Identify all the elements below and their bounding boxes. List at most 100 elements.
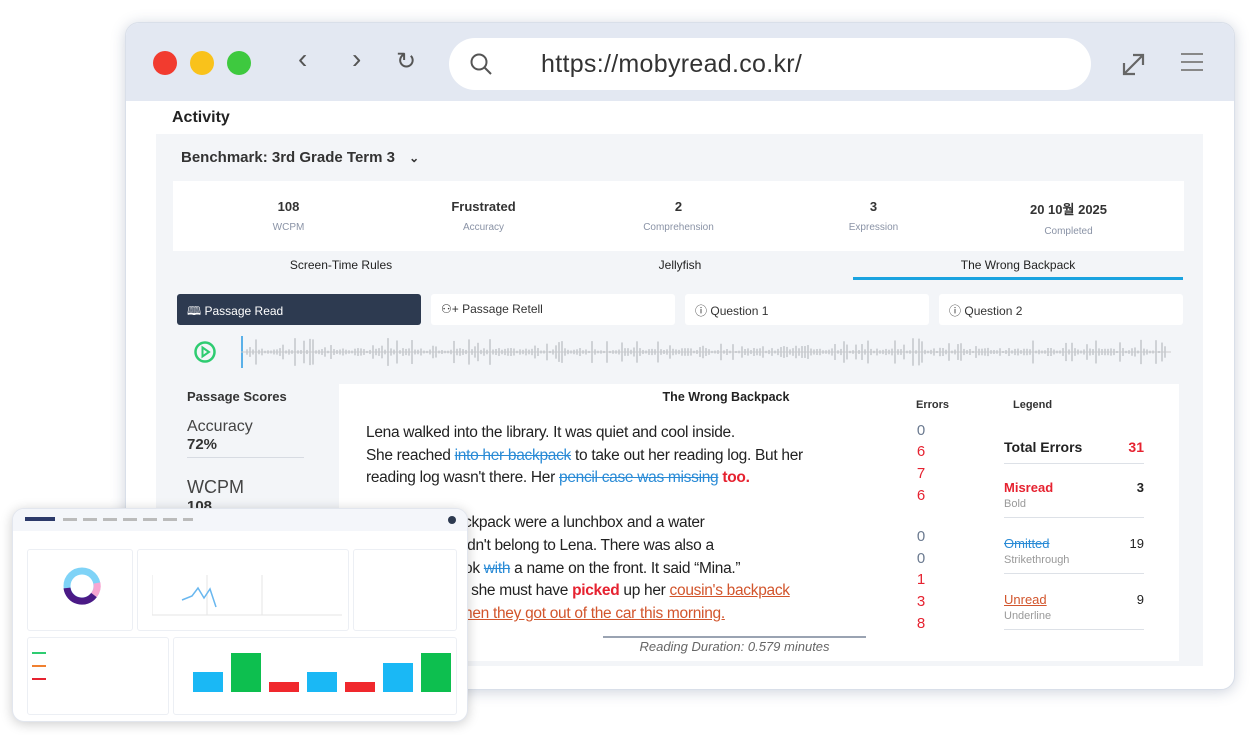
thumbnail-status-mark [32, 678, 46, 680]
tab-the-wrong-backpack[interactable]: The Wrong Backpack [853, 258, 1183, 280]
subtab-question-1[interactable]: ⓘ Question 1 [685, 294, 929, 325]
passage-text: reading log wasn't there. Her [366, 469, 559, 486]
passage-line: hen they got out of the car this morning… [464, 603, 790, 626]
legend-desc: Underline [1004, 610, 1052, 622]
error-count: 1 [916, 571, 926, 588]
passage-paragraph-2: ckpack were a lunchbox and a water idn't … [464, 512, 790, 626]
subtab-passage-read[interactable]: 🕮︎ Passage Read [177, 294, 421, 325]
stat-expression: 3 Expression [776, 199, 971, 233]
total-errors-label: Total Errors [1004, 439, 1083, 455]
thumbnail-bar [345, 682, 375, 692]
stat-completed: 20 10월 2025 Completed [971, 199, 1166, 237]
maximize-window-button[interactable] [227, 51, 251, 75]
passage-line: She reached into her backpack to take ou… [366, 445, 803, 468]
subtab-label: Passage Retell [462, 302, 543, 316]
tab-jellyfish[interactable]: Jellyfish [658, 258, 702, 272]
subtab-label: Question 1 [710, 304, 769, 318]
thumbnail-navbar [13, 509, 467, 531]
misread-word: too. [718, 469, 750, 486]
stat-value: Frustrated [451, 199, 516, 214]
score-label: WCPM [187, 477, 244, 497]
passage-scores-title: Passage Scores [187, 389, 287, 404]
tab-screen-time-rules[interactable]: Screen-Time Rules [289, 258, 393, 272]
misread-word: picked [572, 582, 620, 600]
stat-value: 20 10월 2025 [1029, 202, 1108, 217]
thumbnail-bar [193, 672, 223, 692]
thumbnail-line-chart [152, 575, 342, 616]
question-icon: ⓘ [695, 304, 708, 318]
benchmark-label: Benchmark: 3rd Grade Term 3 [181, 149, 395, 166]
back-icon[interactable]: ‹ [298, 43, 308, 74]
passage-text: up her [619, 582, 670, 600]
thumbnail-donut-card [27, 549, 133, 631]
thumbnail-bar-card [173, 637, 457, 715]
legend-count: 19 [1129, 536, 1144, 551]
thumbnail-info-card [353, 549, 457, 631]
passage-text: a name on the front. It said “Mina.” [510, 559, 741, 577]
error-count: 0 [916, 528, 926, 545]
score-value: 72% [187, 436, 218, 453]
score-label: Accuracy [187, 418, 253, 435]
close-window-button[interactable] [153, 51, 177, 75]
stat-value: 3 [869, 199, 878, 214]
benchmark-selector[interactable]: Benchmark: 3rd Grade Term 3 ⌄ [181, 149, 419, 166]
thumbnail-line-card [137, 549, 349, 631]
passage-line: Lena walked into the library. It was qui… [366, 422, 803, 445]
url-text: https://mobyread.co.kr/ [541, 50, 803, 78]
passage-paragraph-1: Lena walked into the library. It was qui… [366, 422, 803, 490]
passage-text: l she must have [464, 582, 573, 600]
stat-label: Comprehension [643, 222, 714, 233]
menu-icon[interactable] [1179, 51, 1205, 73]
error-count: 7 [916, 465, 926, 482]
summary-stats: 108 WCPM Frustrated Accuracy 2 Comprehensio… [173, 181, 1184, 251]
omitted-word: with [483, 559, 511, 577]
legend-misread: Misread 3 Bold [1004, 480, 1144, 518]
thumbnail-status-mark [32, 652, 46, 654]
stat-wcpm: 108 WCPM [191, 199, 386, 233]
search-icon [470, 53, 492, 75]
legend-total: Total Errors 31 [1004, 439, 1144, 464]
play-icon[interactable] [193, 340, 217, 364]
subtab-passage-retell[interactable]: ⚇+ Passage Retell [431, 294, 675, 325]
thumbnail-nav-links [63, 518, 193, 521]
thumbnail-bar [231, 653, 261, 692]
thumbnail-status-card [27, 637, 169, 715]
audio-waveform[interactable] [241, 334, 1171, 370]
legend-desc: Strikethrough [1004, 554, 1070, 566]
stat-accuracy: Frustrated Accuracy [386, 199, 581, 233]
legend-omitted: Omitted 19 Strikethrough [1004, 536, 1144, 574]
thumbnail-bar [421, 653, 451, 692]
passage-text: to take out her reading log. But her [571, 446, 803, 464]
browser-toolbar: ‹ › ↻ https://mobyread.co.kr/ [126, 23, 1234, 101]
stat-label: Accuracy [462, 222, 505, 233]
expand-icon[interactable] [1121, 51, 1147, 77]
passage-text: Lena walked into the library. It was qui… [366, 424, 735, 441]
legend-desc: Bold [1004, 498, 1027, 510]
activity-panel: Benchmark: 3rd Grade Term 3 ⌄ 108 WCPM Fr… [156, 134, 1203, 666]
stat-label: WCPM [272, 222, 305, 233]
thumbnail-logo [25, 517, 55, 521]
browser-window: ‹ › ↻ https://mobyread.co.kr/ Activity B… [125, 22, 1235, 690]
minimize-window-button[interactable] [190, 51, 214, 75]
unread-word: hen they got out of the car this morning… [464, 605, 725, 623]
passage-line: reading log wasn't there. Her pencil cas… [366, 467, 803, 490]
reload-icon[interactable]: ↻ [396, 48, 417, 75]
legend-label: Unread [1004, 592, 1047, 607]
question-icon: ⓘ [949, 304, 962, 318]
passage-text: ckpack were a lunchbox and a water [464, 514, 705, 531]
errors-header: Errors [916, 399, 950, 411]
legend-header: Legend [1013, 399, 1053, 411]
passage-line: idn't belong to Lena. There was also a [464, 535, 790, 558]
subtab-question-2[interactable]: ⓘ Question 2 [939, 294, 1183, 325]
legend-unread: Unread 9 Underline [1004, 592, 1144, 630]
passage-text: idn't belong to Lena. There was also a [464, 536, 714, 554]
subtab-label: Passage Read [204, 304, 284, 318]
thumbnail-donut-chart [63, 567, 101, 605]
error-count: 0 [916, 550, 926, 567]
thumbnail-avatar [448, 516, 456, 524]
thumbnail-bar [307, 672, 337, 692]
passage-line: ok with a name on the front. It said “Mi… [464, 558, 790, 581]
forward-icon[interactable]: › [352, 43, 362, 74]
omitted-word: into her backpack [454, 446, 572, 464]
address-bar[interactable]: https://mobyread.co.kr/ [449, 38, 1091, 90]
